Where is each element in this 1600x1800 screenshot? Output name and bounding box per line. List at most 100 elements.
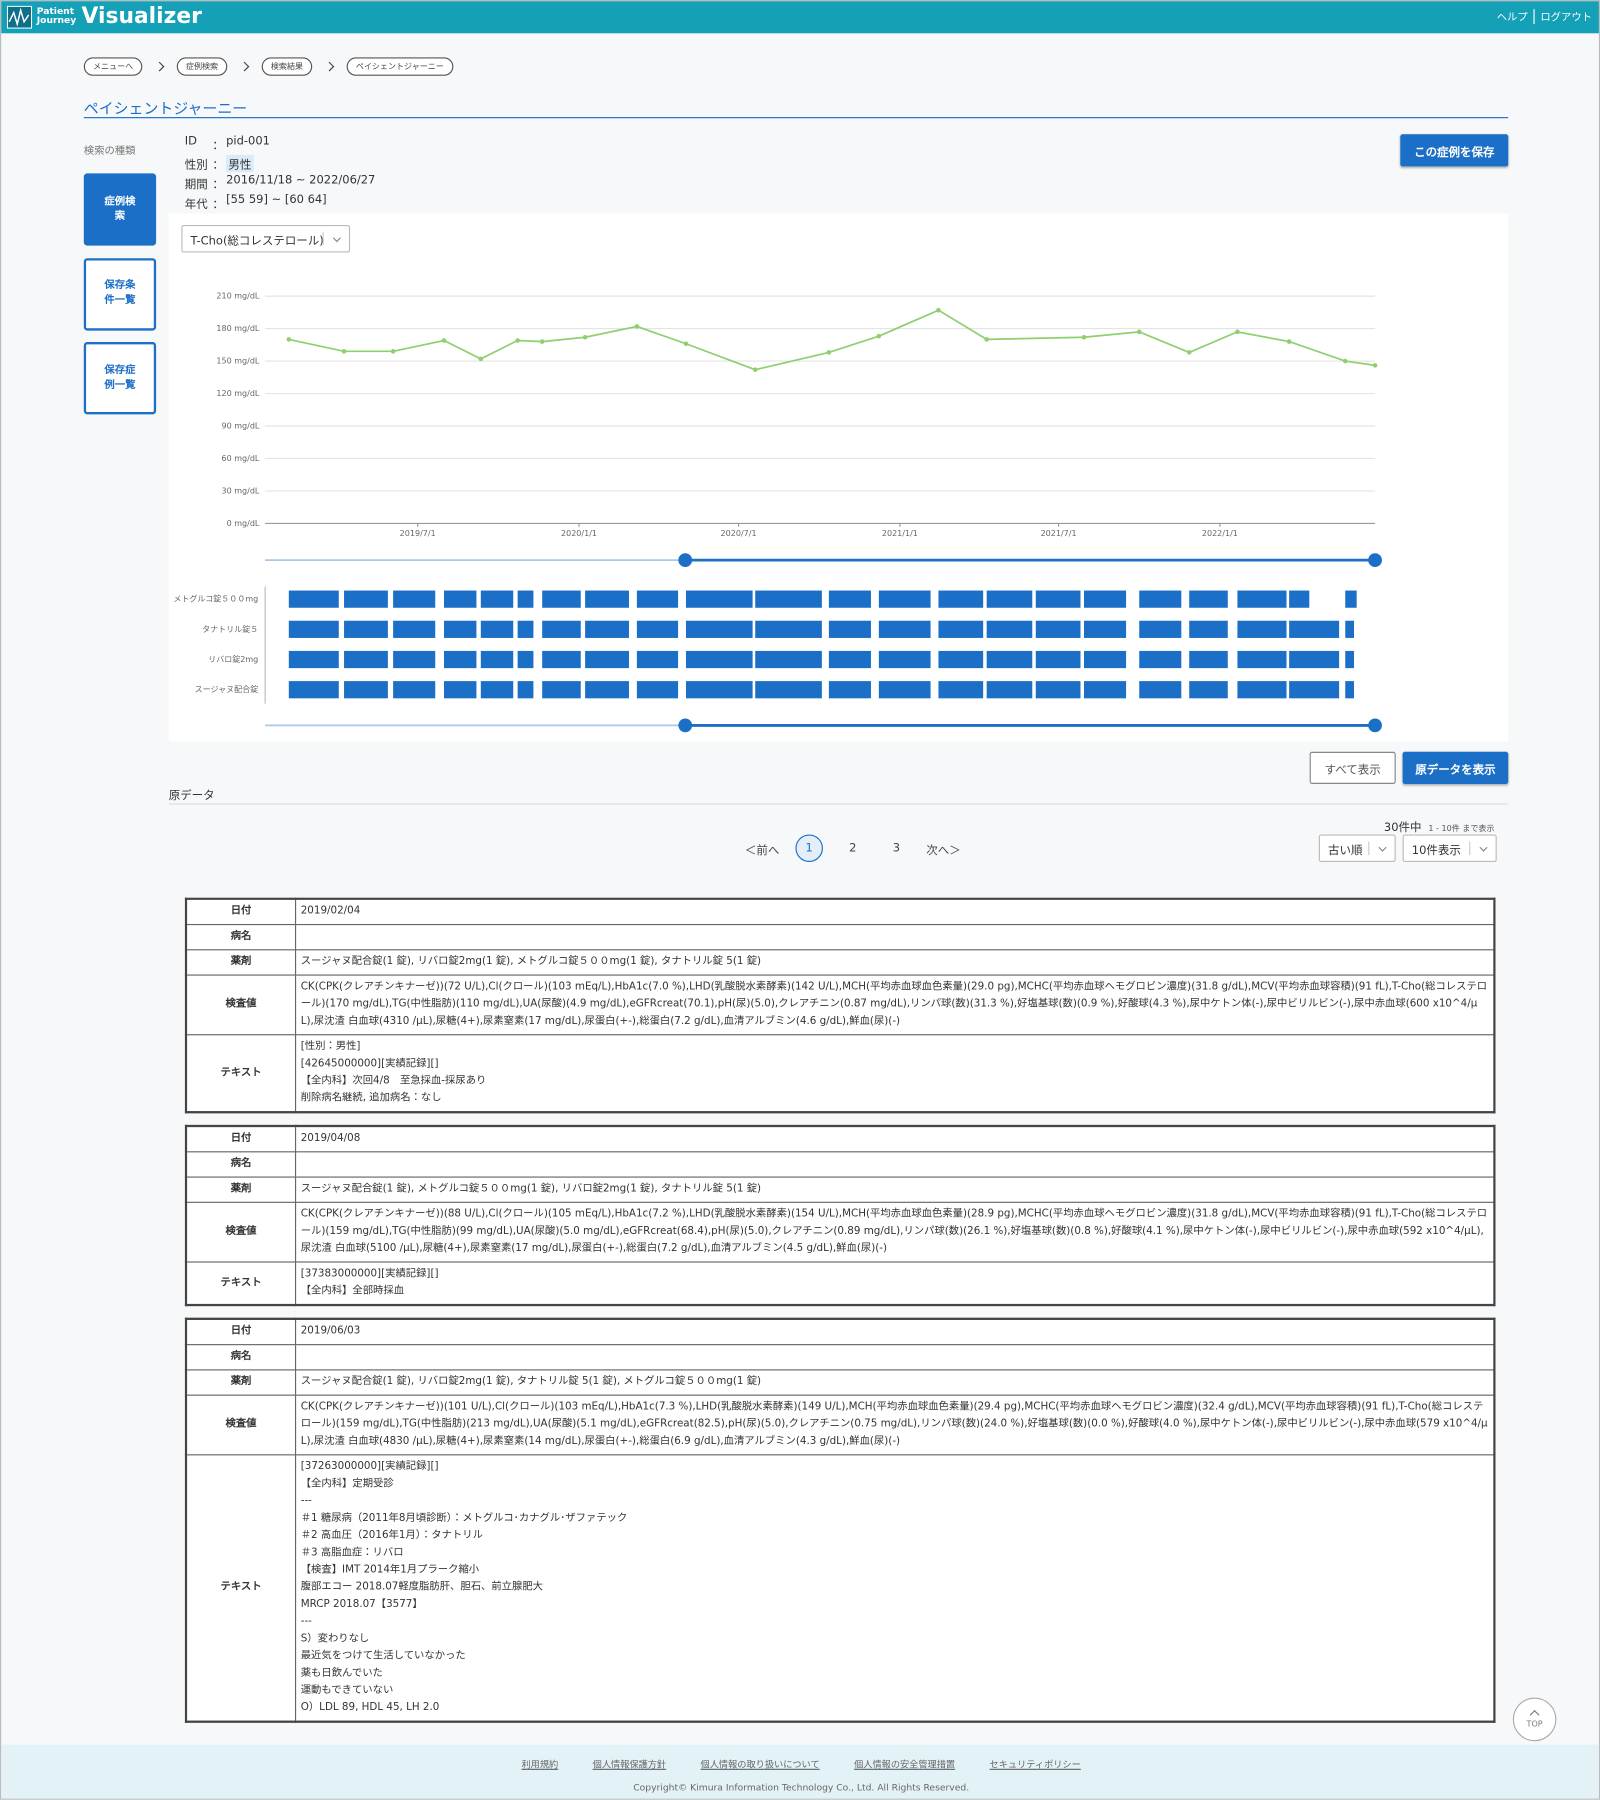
sidebar-button[interactable]: 保存症例一覧 xyxy=(83,342,157,415)
medication-bar xyxy=(1139,590,1182,608)
page-title: ペイシェントジャーニー xyxy=(83,101,248,119)
data-point xyxy=(1342,358,1348,364)
range-text: 1 - 10件 まで表示 xyxy=(1428,824,1495,834)
count-text: 30件中 xyxy=(1383,821,1422,835)
medication-bar xyxy=(585,650,629,669)
range-handle xyxy=(678,553,693,568)
data-line xyxy=(288,309,1376,371)
data-point xyxy=(1081,334,1087,340)
text-line: 【全内科】次回4/8 至急採血-採尿あり xyxy=(300,1075,487,1087)
data-point xyxy=(478,356,484,362)
medication-bar xyxy=(1139,620,1182,638)
footer-link[interactable]: 利用規約 xyxy=(521,1759,559,1770)
header-link[interactable]: ヘルプ xyxy=(1496,12,1528,25)
sidebar-button[interactable]: 保存条件一覧 xyxy=(83,257,157,330)
labs-cell: CK(CPK(クレアチンキナーゼ))(101 U/L),Cl(クロール)(103… xyxy=(294,1394,1496,1456)
data-point xyxy=(876,333,882,339)
field-label: 日付 xyxy=(185,1125,297,1153)
x-tick-label: 2020/7/1 xyxy=(721,529,757,538)
pagination: ＜前へ 1 2 3 次へ＞ xyxy=(745,834,961,862)
show-all-button[interactable]: すべて表示 xyxy=(1309,751,1396,784)
data-point xyxy=(1372,363,1378,368)
field-label: 検査値 xyxy=(185,1394,297,1456)
labs: CK(CPK(クレアチンキナーゼ))(88 U/L),Cl(クロール)(105 … xyxy=(300,1208,1488,1255)
record-row: 検査値 CK(CPK(クレアチンキナーゼ))(88 U/L),Cl(クロール)(1… xyxy=(185,1201,1496,1263)
medication-bar xyxy=(1289,681,1340,699)
medication-bar xyxy=(1189,681,1228,699)
field-label: 検査値 xyxy=(185,1201,297,1263)
medication-bar xyxy=(1035,681,1081,699)
text-line: 腹部エコー 2018.07軽度脂肪肝、胆石、前立腺肥大 xyxy=(300,1581,544,1594)
header-link[interactable]: ログアウト xyxy=(1533,9,1592,25)
breadcrumb[interactable]: 症例検索 xyxy=(176,57,228,76)
page-link[interactable]: 2 xyxy=(849,841,857,855)
text-line: --- xyxy=(300,1616,312,1628)
medication-bar xyxy=(685,590,753,608)
medication-bar xyxy=(1139,650,1182,669)
medication-bar xyxy=(517,681,534,699)
field-label: 検査値 xyxy=(185,974,297,1036)
footer-link[interactable]: 個人情報保護方針 xyxy=(592,1759,667,1770)
sort-select[interactable]: 古い順 xyxy=(1318,834,1396,862)
medication-bar xyxy=(685,681,753,699)
breadcrumb[interactable]: メニューへ xyxy=(83,57,143,76)
x-tick-label: 2021/7/1 xyxy=(1041,529,1077,538)
medication-bar xyxy=(1083,650,1127,669)
record-row: 病名 xyxy=(185,1344,1496,1371)
data-point xyxy=(441,338,447,343)
record-row: 病名 xyxy=(185,1151,1496,1178)
date: 2019/06/03 xyxy=(300,1325,361,1338)
sidebar-label: 検索の種類 xyxy=(83,145,136,158)
breadcrumb[interactable]: ペイシェントジャーニー xyxy=(346,57,453,76)
field-label: テキスト xyxy=(185,1454,297,1723)
medication-bar xyxy=(1289,590,1310,608)
page-link[interactable]: 1 xyxy=(795,834,823,862)
medication-bar xyxy=(938,650,984,669)
top-button[interactable]: TOP xyxy=(1512,1697,1557,1742)
date-cell: 2019/06/03 xyxy=(294,1318,1496,1346)
text-line: [42645000000][実績記録][] xyxy=(300,1058,439,1070)
test-select[interactable]: T-Cho(総コレステロール) xyxy=(181,224,351,253)
per-page-select[interactable]: 10件表示 xyxy=(1402,834,1497,862)
field-label: 年代 xyxy=(184,198,208,212)
breadcrumb[interactable]: 検索結果 xyxy=(261,57,313,76)
record-row: 日付 2019/04/08 xyxy=(185,1125,1496,1153)
field-label: 病名 xyxy=(185,923,297,951)
text-line: [37263000000][実績記録][] xyxy=(300,1461,439,1473)
footer-link[interactable]: 個人情報の取り扱いについて xyxy=(700,1759,820,1770)
y-tick-label: 30 mg/dL xyxy=(221,486,259,495)
next-link[interactable]: 次へ＞ xyxy=(926,844,961,857)
data-point xyxy=(936,307,941,313)
page-link[interactable]: 3 xyxy=(892,841,901,855)
medication-bar xyxy=(685,620,753,638)
divider xyxy=(168,803,1509,805)
text-line: ＃3 高脂血症：リバロ xyxy=(300,1547,404,1559)
field-value: 2016/11/18 ~ 2022/06/27 xyxy=(226,174,376,188)
text-line: [性別：男性] xyxy=(300,1041,361,1053)
labs: CK(CPK(クレアチンキナーゼ))(101 U/L),Cl(クロール)(103… xyxy=(300,1401,1488,1448)
record-row: テキスト [性別：男性] [42645000000][実績記録][] 【全内科】次回4… xyxy=(185,1034,1496,1113)
prev-link[interactable]: ＜前へ xyxy=(744,844,780,857)
medication-bar xyxy=(1083,681,1127,699)
date: 2019/02/04 xyxy=(300,905,361,918)
medication-bar xyxy=(585,620,629,638)
y-tick-label: 180 mg/dL xyxy=(216,324,260,333)
y-tick-label: 150 mg/dL xyxy=(216,357,260,366)
range-handle xyxy=(1368,553,1382,568)
y-tick-label: 120 mg/dL xyxy=(216,389,260,398)
medication-bar xyxy=(878,650,931,669)
record-row: 薬剤 スージャヌ配合錠(1 錠), リバロ錠2mg(1 錠), タナトリル錠 5(… xyxy=(185,1369,1496,1396)
medication-bar xyxy=(1083,590,1127,608)
show-raw-button[interactable]: 原データを表示 xyxy=(1402,751,1509,784)
footer-link[interactable]: 個人情報の安全管理措置 xyxy=(854,1759,956,1770)
drugs-cell: スージャヌ配合錠(1 錠), メトグルコ錠５００mg(1 錠), リバロ錠2mg… xyxy=(294,1176,1496,1203)
medication-bar xyxy=(828,681,871,699)
save-case-button[interactable]: この症例を保存 xyxy=(1400,134,1509,167)
medication-bar xyxy=(517,650,534,669)
field-label: 病名 xyxy=(185,1151,297,1178)
footer-link[interactable]: セキュリティポリシー xyxy=(989,1759,1081,1770)
disease-cell xyxy=(294,923,1496,951)
medication-bar xyxy=(344,620,388,638)
medication-bar xyxy=(1139,681,1182,699)
sidebar-button[interactable]: 症例検索 xyxy=(83,173,157,246)
